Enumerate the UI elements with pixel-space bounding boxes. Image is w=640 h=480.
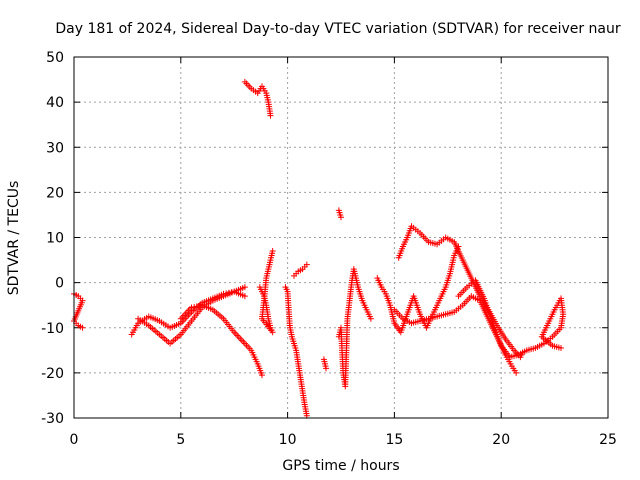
data-point: [79, 324, 86, 331]
y-tick-label: -10: [41, 321, 64, 337]
y-tick-label: -30: [41, 411, 64, 427]
chart-title: Day 181 of 2024, Sidereal Day-to-day VTE…: [55, 21, 621, 37]
x-tick-label: 25: [599, 432, 617, 448]
y-tick-label: 20: [46, 185, 64, 201]
data-point: [258, 372, 265, 379]
series-tracks-h: [320, 207, 374, 390]
data-point: [191, 303, 198, 310]
data-point: [513, 369, 520, 376]
y-tick-label: 40: [46, 95, 64, 111]
data-marks: [71, 78, 567, 419]
y-tick-label: 50: [46, 50, 64, 66]
x-tick-label: 20: [492, 432, 510, 448]
data-point: [269, 248, 276, 255]
series-tracks-g: [282, 261, 310, 419]
y-tick-label: -20: [41, 366, 64, 382]
series-tracks-a: [71, 290, 86, 331]
series-tracks-j: [395, 223, 526, 361]
data-point: [367, 315, 374, 322]
x-tick-label: 15: [385, 432, 403, 448]
plot-frame: [73, 56, 609, 419]
x-tick-label: 0: [70, 432, 79, 448]
data-point: [303, 261, 310, 268]
y-axis-label: SDTVAR / TECUs: [6, 181, 22, 296]
series-tracks-l: [455, 277, 567, 361]
series-tracks-c: [135, 284, 248, 347]
data-point: [241, 284, 248, 291]
y-tick-label: 10: [46, 231, 64, 247]
data-point: [241, 293, 248, 300]
x-axis-label: GPS time / hours: [282, 458, 399, 474]
data-point: [558, 345, 565, 352]
y-tick-labels: -30 -20 -10 0 10 20 30 40 50: [41, 50, 64, 427]
data-point: [323, 365, 330, 372]
series-tracks-d: [177, 302, 265, 379]
x-tick-labels: 0 5 10 15 20 25: [70, 432, 617, 448]
y-tick-label: 0: [55, 276, 64, 292]
data-point: [338, 214, 344, 221]
x-tick-label: 10: [279, 432, 297, 448]
data-point: [193, 303, 200, 310]
series-tracks-f: [256, 248, 276, 336]
data-point: [188, 304, 195, 311]
x-tick-label: 5: [176, 432, 185, 448]
data-point: [267, 112, 274, 119]
y-tick-label: 30: [46, 140, 64, 156]
series-tracks-e: [241, 78, 274, 119]
